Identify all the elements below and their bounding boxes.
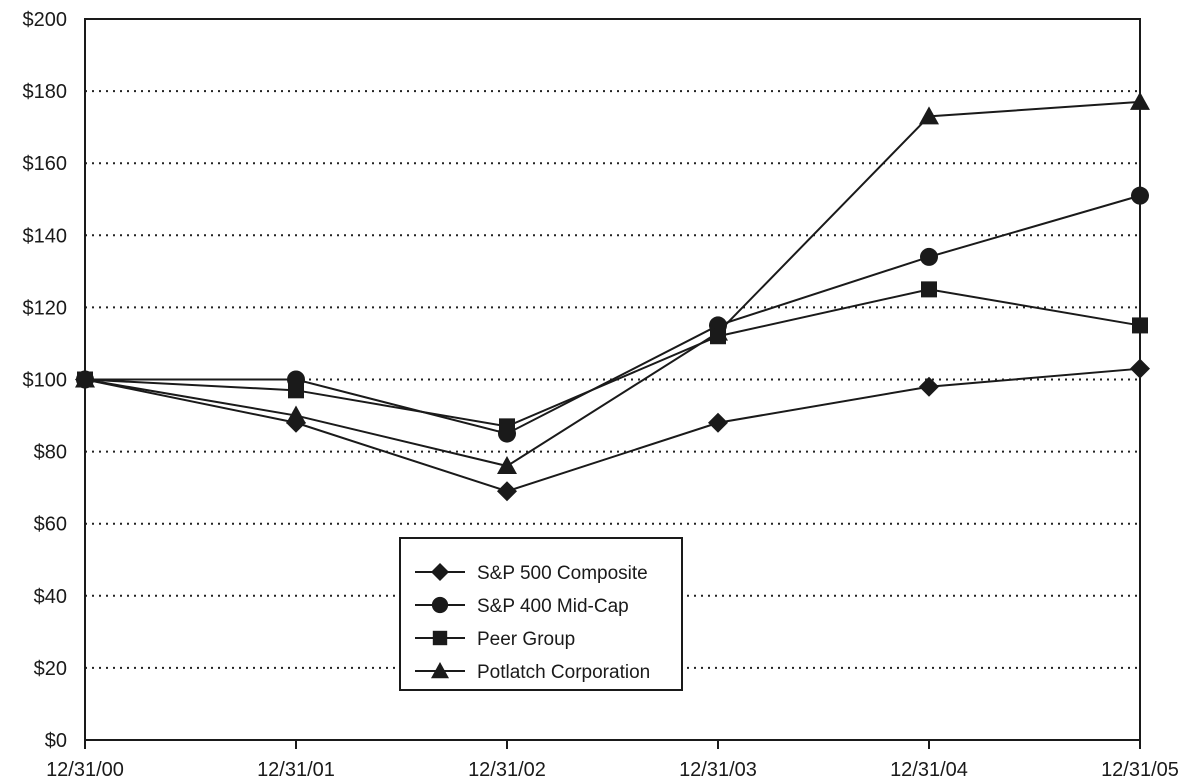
legend-label: S&P 500 Composite	[477, 563, 648, 584]
legend-label: Peer Group	[477, 629, 575, 650]
series-group	[75, 91, 1150, 502]
y-tick-label: $160	[23, 153, 68, 175]
series-line	[84, 288, 1141, 428]
x-tick-label: 12/31/02	[468, 759, 546, 781]
y-tick-label: $140	[23, 225, 68, 247]
x-tick-label: 12/31/03	[679, 759, 757, 781]
series-triangle	[75, 91, 1150, 475]
data-point	[499, 418, 515, 435]
series-line	[85, 194, 1141, 435]
legend-marker	[431, 563, 449, 581]
data-point	[919, 106, 939, 125]
y-tick-label: $0	[45, 730, 67, 752]
data-point	[1132, 317, 1148, 334]
axes: $0 $20 $40 $60 $80 $100 $120 $140 $160 $180 $200 12…	[23, 9, 1179, 781]
data-point	[1130, 358, 1150, 379]
legend-label: S&P 400 Mid-Cap	[477, 596, 629, 617]
y-tick-label: $100	[23, 370, 68, 392]
data-point	[921, 281, 937, 298]
legend-item: S&P 500 Composite	[415, 563, 648, 584]
data-point	[920, 247, 938, 266]
data-point	[1130, 91, 1150, 110]
data-point	[75, 369, 95, 388]
data-point	[288, 382, 304, 399]
legend-marker	[432, 630, 448, 646]
y-tick-label: $120	[23, 297, 68, 319]
data-point	[497, 481, 517, 502]
series-line	[84, 367, 1141, 493]
legend-marker	[431, 596, 449, 614]
x-tick-label: 12/31/05	[1101, 759, 1179, 781]
data-point	[497, 456, 517, 475]
y-tick-label: $40	[34, 586, 67, 608]
legend-item: Potlatch Corporation	[415, 662, 650, 683]
series-line	[84, 100, 1141, 468]
data-point	[919, 376, 939, 397]
y-tick-label: $20	[34, 658, 67, 680]
x-tick-label: 12/31/01	[257, 759, 335, 781]
data-point	[1131, 186, 1149, 205]
series-square	[77, 281, 1148, 435]
legend: S&P 500 Composite S&P 400 Mid-Cap Peer Gro…	[399, 537, 683, 691]
y-tick-label: $60	[34, 514, 67, 536]
legend-marker	[431, 662, 449, 679]
y-tick-label: $80	[34, 442, 67, 464]
x-tick-label: 12/31/00	[46, 759, 124, 781]
data-point	[708, 322, 728, 341]
x-tick-label: 12/31/04	[890, 759, 968, 781]
y-tick-label: $180	[23, 81, 68, 103]
legend-box	[399, 537, 683, 691]
series-circle	[76, 186, 1149, 443]
data-point	[708, 412, 728, 433]
legend-label: Potlatch Corporation	[477, 662, 650, 683]
legend-item: S&P 400 Mid-Cap	[415, 596, 629, 617]
y-tick-label: $200	[23, 9, 68, 31]
legend-item: Peer Group	[415, 629, 575, 650]
data-point	[286, 405, 306, 424]
